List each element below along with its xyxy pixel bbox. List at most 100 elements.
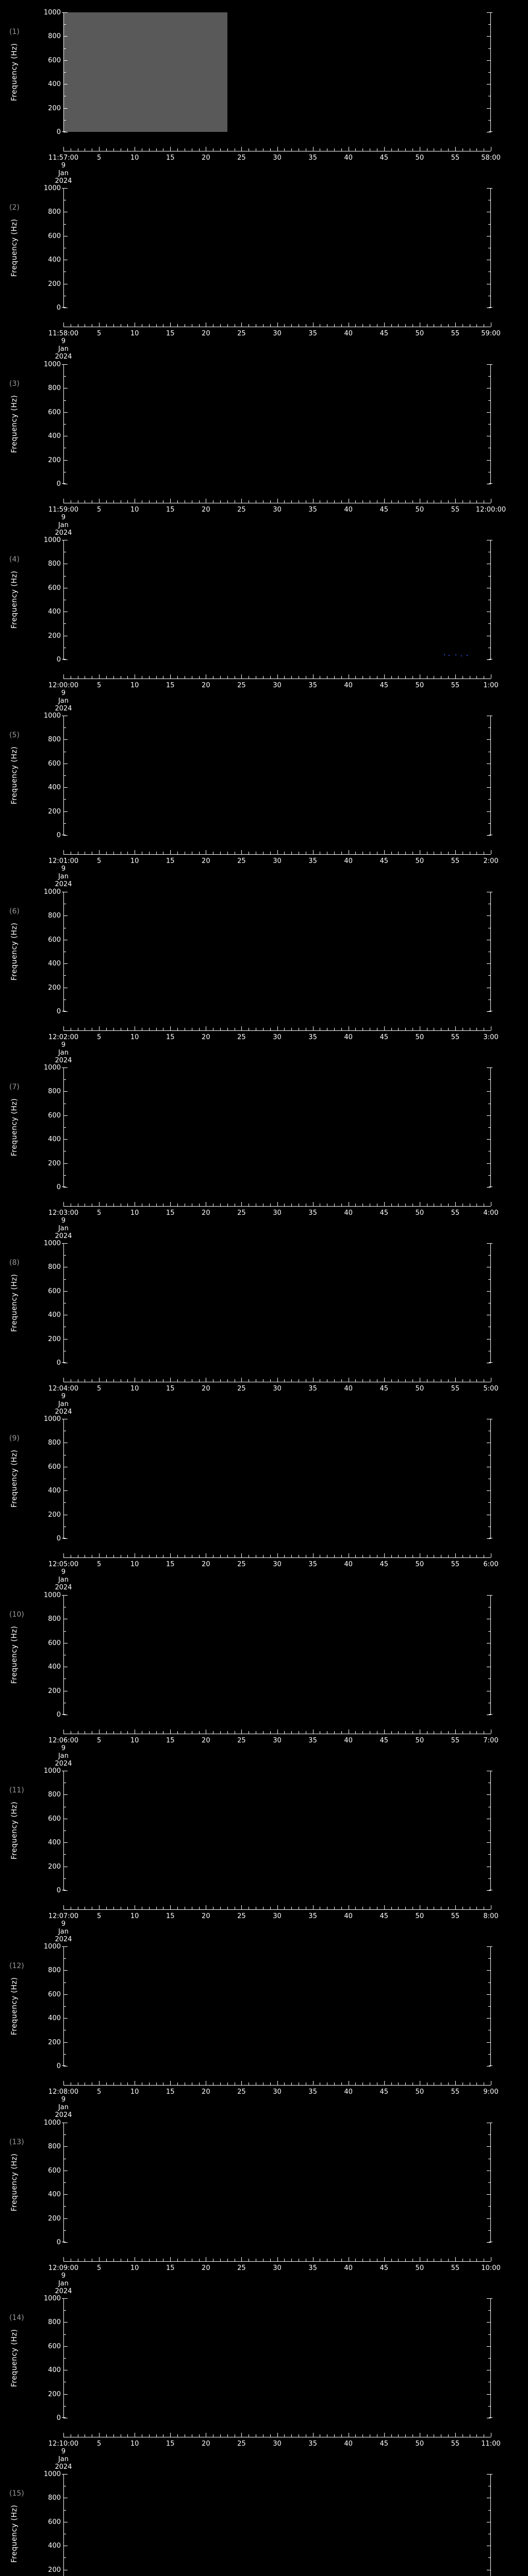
y-axis-minor-tick xyxy=(488,823,491,824)
panel-number-label: (15) xyxy=(9,2489,24,2498)
x-axis-minor-tick xyxy=(391,1028,392,1030)
y-axis-major-tick xyxy=(487,364,491,365)
y-axis-title: Frequency (Hz) xyxy=(10,1449,19,1508)
date-month: Jan xyxy=(58,2104,69,2111)
date-year: 2024 xyxy=(55,705,72,713)
x-axis-minor-tick xyxy=(355,1204,356,1206)
x-axis-tick-label: 10 xyxy=(130,857,139,865)
y-axis-major-tick xyxy=(487,835,491,836)
x-axis-minor-tick xyxy=(220,676,221,679)
x-axis-minor-tick xyxy=(106,852,107,854)
y-axis-minor-tick xyxy=(488,1854,491,1855)
x-axis-tick-label: 55 xyxy=(451,330,460,337)
x-axis-minor-tick xyxy=(127,2082,128,2085)
y-axis-tick-label: 600 xyxy=(48,936,61,944)
y-axis-tick-label: 0 xyxy=(56,1183,61,1191)
x-axis-minor-tick xyxy=(405,1204,406,1206)
x-axis-tick-label: 45 xyxy=(380,1385,389,1393)
x-axis-tick-label: 55 xyxy=(451,1385,460,1393)
spectrogram-panel: (15)Frequency (Hz)1000800600400200012:11… xyxy=(0,2470,528,2576)
x-axis-minor-tick xyxy=(291,852,292,854)
x-axis-major-tick xyxy=(313,674,314,679)
y-axis-major-tick xyxy=(63,2474,68,2475)
x-axis-minor-tick xyxy=(476,324,477,327)
x-axis-tick-label: 40 xyxy=(344,1385,353,1393)
x-axis-minor-tick xyxy=(362,1028,363,1030)
y-axis-minor-tick xyxy=(488,727,491,728)
x-axis-minor-tick xyxy=(355,1379,356,1382)
y-axis-minor-tick xyxy=(63,1878,66,1879)
x-axis-major-tick xyxy=(277,1905,278,1909)
x-axis-tick-label: 10 xyxy=(130,154,139,162)
y-axis-minor-tick xyxy=(488,400,491,401)
y-axis-tick-label: 400 xyxy=(48,1487,61,1495)
x-axis-major-tick xyxy=(277,323,278,327)
date-year: 2024 xyxy=(55,1408,72,1416)
y-axis-minor-tick xyxy=(63,1958,66,1959)
y-axis-major-tick xyxy=(63,1946,68,1947)
x-axis-start-time-label: 12:00:00 xyxy=(48,682,79,689)
x-axis-minor-tick xyxy=(448,676,449,679)
x-axis-major-tick xyxy=(63,1202,64,1206)
x-axis-tick-label: 15 xyxy=(166,1209,175,1217)
x-axis-minor-tick xyxy=(220,852,221,854)
y-axis-major-tick xyxy=(487,188,491,189)
x-axis-major-tick xyxy=(63,147,64,151)
x-axis-minor-tick xyxy=(412,2259,413,2261)
x-axis-minor-tick xyxy=(227,2082,228,2085)
data-marker xyxy=(460,655,462,657)
x-axis-major-tick xyxy=(241,323,242,327)
date-day: 9 xyxy=(61,1393,66,1400)
x-axis-minor-tick xyxy=(270,1907,271,1909)
y-axis-major-tick xyxy=(63,1490,68,1491)
y-axis-tick-label: 600 xyxy=(48,232,61,240)
x-axis-major-tick xyxy=(455,323,456,327)
y-axis-major-tick xyxy=(487,1163,491,1164)
x-axis-minor-tick xyxy=(284,676,285,679)
y-axis-tick-label: 200 xyxy=(48,2215,61,2223)
x-axis-major-tick xyxy=(277,1730,278,1734)
axis-corner-cap xyxy=(489,307,492,308)
y-axis-tick-label: 200 xyxy=(48,2039,61,2046)
date-month: Jan xyxy=(58,1225,69,1232)
x-axis-minor-tick xyxy=(391,1555,392,1557)
y-axis-minor-tick xyxy=(63,72,66,73)
x-axis-major-tick xyxy=(455,674,456,679)
y-axis-tick-label: 400 xyxy=(48,2542,61,2550)
x-axis-minor-tick xyxy=(113,1204,114,1206)
y-axis-title: Frequency (Hz) xyxy=(10,1801,19,1860)
y-axis-tick-label: 1000 xyxy=(43,1943,61,1951)
y-axis-tick-label: 1000 xyxy=(43,2470,61,2478)
y-axis-minor-tick xyxy=(488,1175,491,1176)
y-axis-tick-label: 600 xyxy=(48,2167,61,2175)
x-axis-minor-tick xyxy=(149,2259,150,2261)
x-axis-minor-tick xyxy=(398,2434,399,2437)
date-year: 2024 xyxy=(55,1936,72,1943)
y-axis-tick-label: 1000 xyxy=(43,2119,61,2127)
x-axis-major-tick xyxy=(277,1378,278,1382)
x-axis-minor-tick xyxy=(398,324,399,327)
x-axis-tick-label: 20 xyxy=(202,154,210,162)
date-day: 9 xyxy=(61,1744,66,1752)
y-axis-tick-label: 1000 xyxy=(43,184,61,192)
x-axis-major-tick xyxy=(99,1730,100,1734)
x-axis-minor-tick xyxy=(448,1907,449,1909)
y-axis-major-tick xyxy=(63,1243,68,1244)
x-axis-minor-tick xyxy=(405,1028,406,1030)
date-day: 9 xyxy=(61,689,66,697)
x-axis-minor-tick xyxy=(270,1204,271,1206)
y-axis-major-tick xyxy=(63,739,68,740)
x-axis-minor-tick xyxy=(270,324,271,327)
x-axis-minor-tick xyxy=(270,2082,271,2085)
data-marker xyxy=(455,654,456,655)
x-axis-minor-tick xyxy=(177,1555,178,1557)
y-axis-major-tick xyxy=(487,1946,491,1947)
x-axis-tick-label: 50 xyxy=(415,506,424,514)
x-axis-minor-tick xyxy=(149,2082,150,2085)
x-axis-start-time-label: 12:01:00 xyxy=(48,857,79,865)
x-axis-minor-tick xyxy=(177,852,178,854)
x-axis-minor-tick xyxy=(291,148,292,151)
x-axis-minor-tick xyxy=(341,1379,342,1382)
x-axis-minor-tick xyxy=(341,500,342,503)
x-axis-major-tick xyxy=(170,1730,171,1734)
